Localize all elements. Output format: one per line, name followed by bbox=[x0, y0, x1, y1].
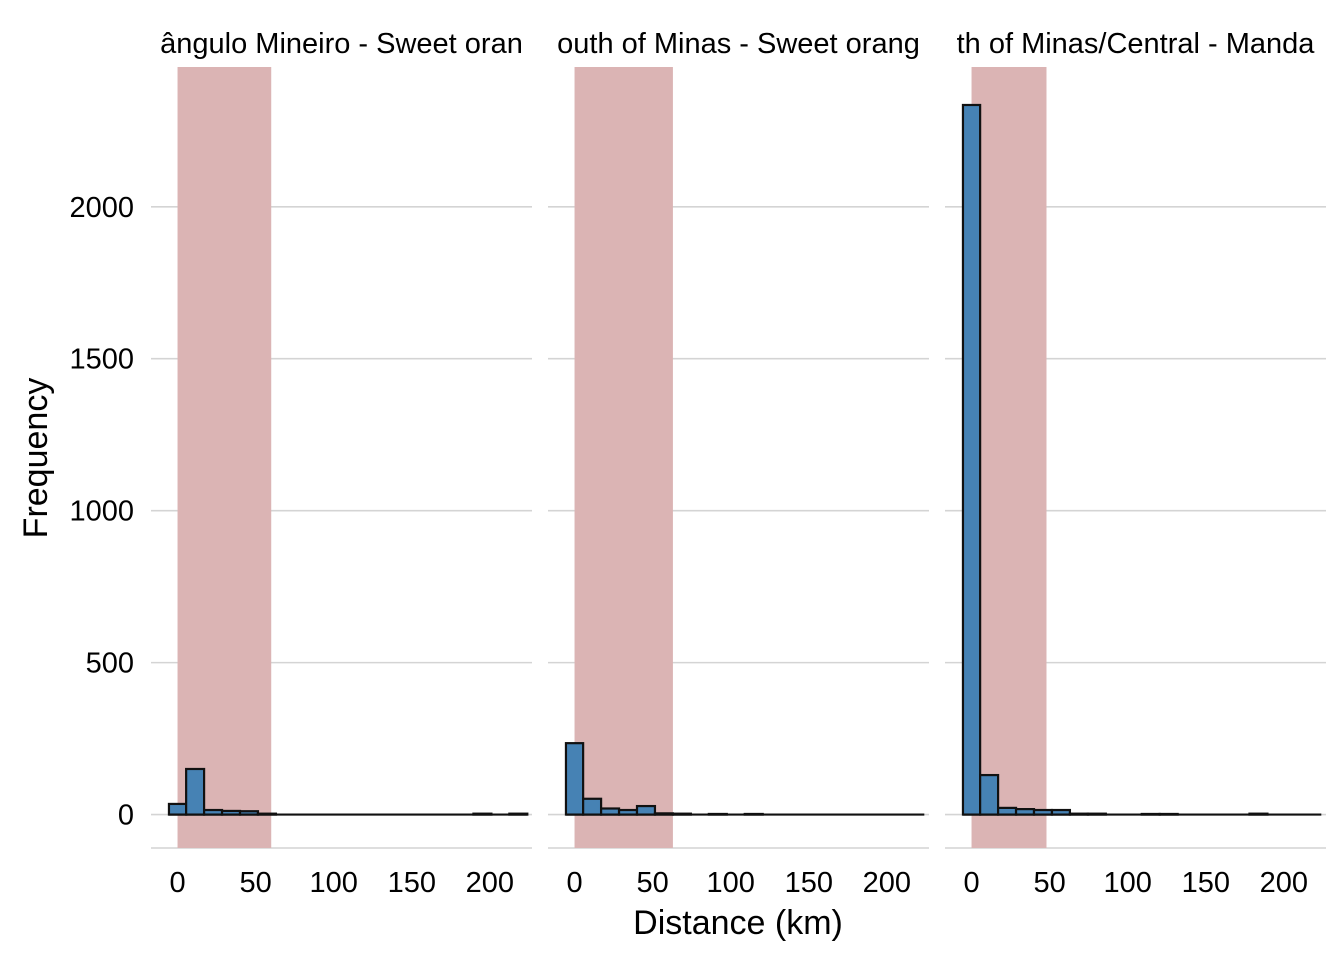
x-tick-label: 0 bbox=[963, 867, 979, 899]
histogram-bar bbox=[185, 767, 206, 816]
histogram-bar bbox=[167, 802, 188, 816]
histogram-bar bbox=[1032, 808, 1054, 816]
x-tick-label: 100 bbox=[706, 867, 754, 899]
histogram-bar bbox=[743, 812, 764, 816]
panel-content: ângulo Mineiro - Sweet oran bbox=[151, 28, 532, 849]
x-tick-label: 50 bbox=[636, 867, 668, 899]
x-tick-label: 100 bbox=[309, 867, 357, 899]
histogram-bar bbox=[564, 742, 585, 816]
x-tick-label: 150 bbox=[1182, 867, 1230, 899]
y-tick-label: 500 bbox=[86, 648, 134, 680]
x-tick-label: 50 bbox=[1033, 867, 1065, 899]
x-tick-label: 200 bbox=[466, 867, 514, 899]
y-tick-label: 2000 bbox=[69, 192, 134, 224]
x-tick-label: 150 bbox=[785, 867, 833, 899]
histogram-bar bbox=[996, 806, 1018, 816]
histogram-bar bbox=[508, 812, 529, 816]
panel-1: ângulo Mineiro - Sweet oran 0 50 100 150 200 bbox=[151, 28, 532, 899]
highlight-band bbox=[574, 67, 673, 848]
panel-title: outh of Minas - Sweet orang bbox=[557, 28, 920, 60]
highlight-band bbox=[971, 67, 1047, 848]
histogram-bar bbox=[238, 810, 260, 816]
histogram-bar bbox=[1158, 812, 1179, 816]
histogram-bar bbox=[635, 804, 657, 816]
histogram-bar bbox=[707, 812, 728, 816]
panel-title: ângulo Mineiro - Sweet oran bbox=[160, 28, 523, 60]
x-tick-label: 0 bbox=[169, 867, 185, 899]
histogram-bar bbox=[617, 808, 639, 816]
highlight-band bbox=[177, 67, 272, 848]
histogram-bar bbox=[961, 103, 982, 816]
histogram-bar bbox=[1014, 808, 1036, 816]
panel-3: th of Minas/Central - Manda 0 50 100 150 200 bbox=[945, 28, 1326, 899]
y-tick-label: 0 bbox=[118, 800, 134, 832]
histogram-bar bbox=[220, 809, 242, 816]
histogram-bar bbox=[256, 812, 278, 816]
x-tick-label: 100 bbox=[1103, 867, 1151, 899]
x-tick-label: 0 bbox=[566, 867, 582, 899]
histogram-bar bbox=[671, 812, 692, 816]
histogram-bar bbox=[1050, 808, 1072, 816]
histogram-bar bbox=[472, 812, 493, 816]
histogram-bar bbox=[582, 797, 603, 816]
x-tick-label: 200 bbox=[1260, 867, 1308, 899]
panel-content: outh of Minas - Sweet orang bbox=[548, 28, 929, 849]
y-tick-label: 1500 bbox=[69, 344, 134, 376]
histogram-bar bbox=[599, 807, 621, 816]
x-tick-label: 50 bbox=[239, 867, 271, 899]
histogram-bar bbox=[1248, 812, 1269, 816]
histogram-bar bbox=[653, 812, 675, 816]
panel-content: th of Minas/Central - Manda bbox=[945, 28, 1326, 849]
panel-title: th of Minas/Central - Manda bbox=[957, 28, 1316, 60]
histogram-bar bbox=[1140, 812, 1161, 816]
panel-2: outh of Minas - Sweet orang 0 50 100 150 200 bbox=[548, 28, 929, 899]
x-tick-label: 200 bbox=[863, 867, 911, 899]
y-tick-label: 1000 bbox=[69, 496, 134, 528]
y-axis-title: Frequency bbox=[17, 378, 55, 539]
histogram-bar bbox=[202, 808, 224, 816]
histogram-bar bbox=[979, 773, 1000, 816]
y-axis-ticks: 0 500 1000 1500 2000 bbox=[69, 192, 134, 832]
histogram-bar bbox=[1086, 812, 1107, 816]
histogram-bar bbox=[1068, 812, 1089, 816]
x-axis-title: Distance (km) bbox=[633, 904, 843, 942]
x-tick-label: 150 bbox=[388, 867, 436, 899]
